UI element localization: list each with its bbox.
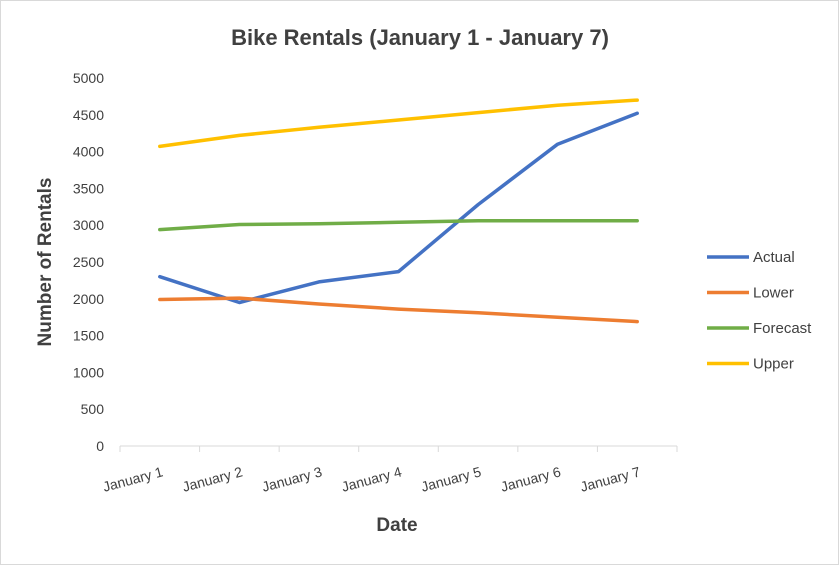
legend-label: Lower [753, 285, 794, 302]
y-tick-label: 2500 [73, 254, 104, 270]
y-tick-label: 0 [96, 438, 104, 454]
legend-label: Upper [753, 356, 794, 373]
y-tick-label: 500 [81, 401, 105, 417]
x-tick-label: January 3 [260, 463, 324, 494]
y-tick-label: 1500 [73, 328, 104, 344]
series-line-actual [158, 111, 639, 305]
y-axis-title: Number of Rentals [35, 178, 56, 347]
series-line-forecast [158, 219, 639, 232]
legend-label: Forecast [753, 320, 812, 337]
chart-title: Bike Rentals (January 1 - January 7) [231, 25, 609, 50]
x-tick-label: January 5 [419, 463, 483, 494]
y-tick-label: 3500 [73, 180, 104, 196]
x-axis: January 1 January 2 January 3 January 4 Janu… [101, 445, 678, 495]
series-lines [158, 98, 639, 324]
y-axis-ticks: 0 500 1000 1500 2000 2500 3000 3500 4000 4500 5000 [73, 70, 104, 454]
x-axis-title: Date [376, 515, 417, 536]
series-line-upper [158, 98, 639, 149]
x-tick-label: January 4 [340, 463, 404, 494]
x-tick-label: January 6 [499, 463, 563, 494]
y-tick-label: 4500 [73, 107, 104, 123]
x-tick-label: January 7 [578, 463, 642, 494]
x-tick-label: January 1 [101, 463, 165, 494]
y-tick-label: 4000 [73, 144, 104, 160]
x-tick-label: January 2 [181, 463, 245, 494]
series-line-lower [158, 296, 639, 324]
y-tick-label: 5000 [73, 70, 104, 86]
y-tick-label: 1000 [73, 364, 104, 380]
y-tick-label: 2000 [73, 291, 104, 307]
legend-label: Actual [753, 249, 795, 266]
y-tick-label: 3000 [73, 217, 104, 233]
legend: Actual Lower Forecast Upper [707, 249, 812, 373]
